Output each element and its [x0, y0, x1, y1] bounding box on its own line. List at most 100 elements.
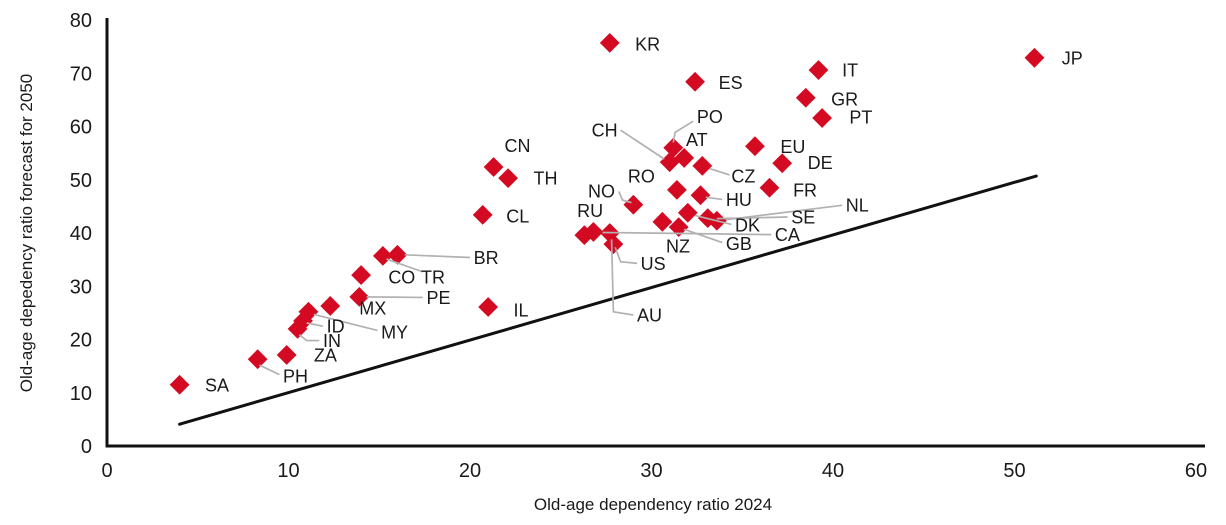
country-label-FR: FR — [793, 180, 817, 200]
data-point-IT — [808, 60, 829, 80]
country-label-US: US — [641, 254, 666, 274]
data-point-ZA — [276, 345, 297, 365]
country-label-AT: AT — [686, 130, 708, 150]
leader-line-NL — [725, 204, 843, 221]
country-label-NO: NO — [588, 181, 615, 201]
country-label-DK: DK — [735, 216, 760, 236]
country-label-AU: AU — [637, 306, 662, 326]
leader-line-DK — [694, 214, 732, 226]
data-point-FR — [759, 177, 780, 198]
data-point-CO — [351, 265, 371, 285]
leader-line-SE — [716, 216, 788, 220]
data-point-HU — [690, 185, 711, 206]
country-label-ID: ID — [327, 317, 345, 337]
y-tick-label-50: 50 — [70, 170, 92, 192]
y-tick-label-70: 70 — [70, 63, 92, 85]
data-point-ES — [685, 71, 705, 92]
x-tick-label-30: 30 — [640, 460, 662, 482]
x-tick-label-20: 20 — [459, 460, 481, 482]
reference-line — [178, 174, 1038, 426]
data-point-MX — [320, 296, 341, 316]
country-label-ZA: ZA — [314, 345, 337, 365]
leader-line-CZ — [709, 167, 730, 176]
x-tick-label-0: 0 — [101, 460, 112, 482]
leader-line-GB — [683, 228, 723, 244]
x-axis-title: Old-age dependency ratio 2024 — [534, 495, 772, 514]
leader-line-CA — [602, 231, 772, 236]
country-label-CL: CL — [506, 206, 529, 226]
x-tick-label-50: 50 — [1003, 460, 1025, 482]
data-point-NZ — [652, 211, 673, 232]
data-point-EU — [745, 136, 765, 157]
country-label-PH: PH — [283, 367, 308, 387]
y-tick-label-10: 10 — [70, 383, 92, 405]
data-points — [169, 32, 1045, 395]
data-point-SA — [169, 374, 190, 395]
leader-line-TR — [386, 258, 424, 273]
country-label-PE: PE — [426, 288, 450, 308]
country-label-RU: RU — [577, 201, 603, 221]
country-label-TR: TR — [421, 268, 445, 288]
country-label-EU: EU — [780, 137, 805, 157]
leader-line-PH — [259, 364, 280, 376]
x-tick-label-60: 60 — [1185, 460, 1207, 482]
country-label-CO: CO — [388, 268, 415, 288]
leader-line-BR — [404, 253, 471, 259]
country-label-JP: JP — [1062, 48, 1083, 68]
country-label-MY: MY — [381, 323, 408, 343]
country-label-PT: PT — [849, 107, 872, 127]
y-axis-title: Old-age depedency ratio forecast for 205… — [17, 74, 36, 392]
data-point-TH — [498, 168, 519, 189]
country-label-GR: GR — [831, 89, 858, 109]
country-label-NZ: NZ — [666, 236, 690, 256]
country-label-BR: BR — [474, 248, 499, 268]
country-label-SA: SA — [205, 375, 229, 395]
data-point-RO — [667, 179, 687, 200]
y-tick-label-80: 80 — [70, 10, 92, 32]
y-tick-label-30: 30 — [70, 276, 92, 298]
data-point-CL — [472, 204, 493, 225]
leader-line-PE — [366, 296, 423, 299]
country-label-HU: HU — [726, 190, 752, 210]
data-point-PT — [812, 108, 833, 128]
country-label-PO: PO — [697, 107, 723, 127]
data-point-IL — [478, 297, 499, 317]
axes — [105, 18, 1205, 448]
data-point-CZ — [692, 156, 713, 176]
leader-line-NO — [618, 191, 632, 204]
y-tick-label-60: 60 — [70, 117, 92, 139]
country-label-CH: CH — [592, 121, 618, 141]
x-tick-label-10: 10 — [277, 460, 299, 482]
country-label-IN: IN — [323, 331, 341, 351]
tick-labels: 0 10 20 30 40 50 60 0 10 20 30 40 50 60 70 80 — [70, 10, 1207, 482]
country-label-TH: TH — [534, 169, 558, 189]
leader-line-ID — [306, 322, 324, 328]
country-label-CZ: CZ — [731, 167, 755, 187]
country-label-IT: IT — [842, 61, 858, 81]
data-point-TR — [372, 245, 393, 266]
data-point-PE — [349, 287, 370, 307]
leader-lines — [259, 120, 843, 376]
x-tick-label-40: 40 — [822, 460, 844, 482]
data-point-GR — [795, 87, 816, 108]
data-point-JP — [1024, 47, 1045, 68]
leader-line-CH — [620, 129, 665, 160]
data-point-CN — [483, 157, 504, 177]
y-tick-label-40: 40 — [70, 223, 92, 245]
data-point-KR — [599, 32, 620, 53]
country-label-SE: SE — [791, 208, 815, 228]
country-label-KR: KR — [635, 34, 660, 54]
country-label-ES: ES — [719, 73, 743, 93]
leader-line-PO — [672, 120, 694, 143]
country-label-RO: RO — [628, 167, 655, 187]
country-label-NL: NL — [846, 195, 869, 215]
leader-line-AU — [610, 239, 634, 316]
data-point-BR — [387, 244, 408, 265]
data-point-PH — [247, 349, 268, 370]
country-label-DE: DE — [808, 153, 833, 173]
y-tick-label-20: 20 — [70, 330, 92, 352]
leader-line-IN — [298, 334, 320, 342]
